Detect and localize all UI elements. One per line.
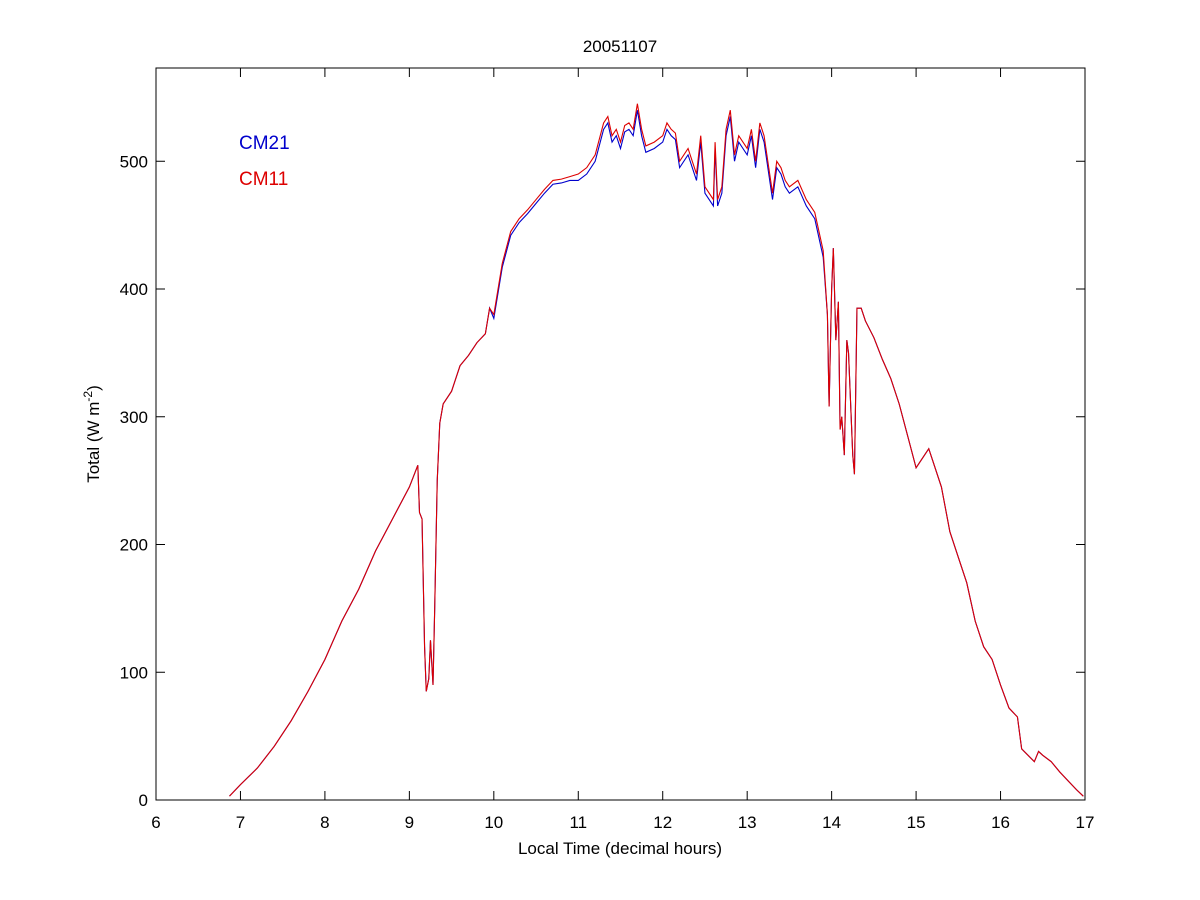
y-tick-label: 300 xyxy=(120,408,148,427)
x-tick-label: 13 xyxy=(738,813,757,832)
axes-box xyxy=(155,67,1086,801)
x-tick-label: 7 xyxy=(236,813,245,832)
plot-area xyxy=(156,68,1085,800)
y-axis-label-part: ) xyxy=(84,385,103,391)
x-tick-label: 10 xyxy=(484,813,503,832)
x-tick-label: 17 xyxy=(1076,813,1095,832)
chart-title: 20051107 xyxy=(583,37,657,56)
x-tick-label: 14 xyxy=(822,813,841,832)
y-tick-label: 100 xyxy=(120,663,148,682)
y-tick-label: 500 xyxy=(120,152,148,171)
x-tick-label: 12 xyxy=(653,813,672,832)
x-tick-label: 15 xyxy=(907,813,926,832)
y-tick-label: 400 xyxy=(120,280,148,299)
data-line xyxy=(229,103,1084,797)
y-axis-label: Total (W m-2) xyxy=(81,385,103,483)
x-tick-label: 11 xyxy=(569,813,587,832)
legend-entry: CM21 xyxy=(239,133,290,154)
x-tick-label: 16 xyxy=(991,813,1010,832)
x-tick-label: 6 xyxy=(151,813,160,832)
x-tick-label: 9 xyxy=(405,813,414,832)
legend-entry: CM11 xyxy=(239,169,288,190)
y-tick-label: 0 xyxy=(139,791,148,810)
y-axis-label-sup: -2 xyxy=(81,391,95,402)
x-tick-label: 8 xyxy=(320,813,329,832)
x-axis-label: Local Time (decimal hours) xyxy=(518,839,722,858)
y-axis-label-part: Total (W m xyxy=(84,402,103,483)
y-tick-label: 200 xyxy=(120,536,148,555)
